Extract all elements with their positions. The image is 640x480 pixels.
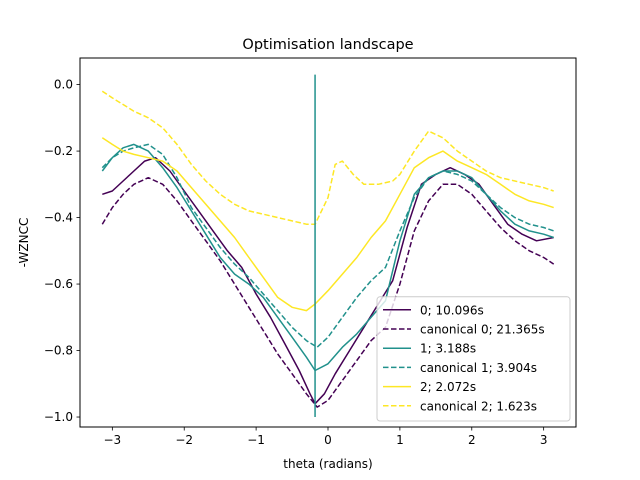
y-tick-label: −1.0 bbox=[44, 410, 73, 424]
legend-label-3: canonical 1; 3.904s bbox=[420, 361, 537, 375]
series-line-5 bbox=[101, 90, 554, 225]
legend-box bbox=[376, 296, 571, 422]
y-tick-label: −0.2 bbox=[44, 144, 73, 158]
x-tick-label: 2 bbox=[468, 433, 476, 447]
plot-area: −3 −2 −1 0 1 2 3 0.0 −0.2 −0.4 −0.6 −0.8 −1.0 bbox=[44, 57, 577, 447]
y-tick-label: −0.6 bbox=[44, 277, 73, 291]
x-axis-label: theta (radians) bbox=[283, 457, 372, 471]
y-tick-label: −0.4 bbox=[44, 211, 73, 225]
legend-label-0: 0; 10.096s bbox=[420, 303, 484, 317]
x-tick-label: 3 bbox=[540, 433, 548, 447]
series-layer bbox=[101, 74, 555, 418]
series-line-4 bbox=[101, 137, 554, 312]
y-axis-label: -WZNCC bbox=[17, 218, 31, 268]
legend-label-5: canonical 2; 1.623s bbox=[420, 399, 537, 413]
x-tick-label: 0 bbox=[324, 433, 332, 447]
x-tick-label: 1 bbox=[396, 433, 404, 447]
x-axis: −3 −2 −1 0 1 2 3 bbox=[103, 427, 547, 447]
series-line-2 bbox=[101, 143, 554, 372]
legend-label-2: 1; 3.188s bbox=[420, 342, 476, 356]
x-tick-label: −3 bbox=[103, 433, 121, 447]
y-tick-label: −0.8 bbox=[44, 344, 73, 358]
legend-label-4: 2; 2.072s bbox=[420, 380, 476, 394]
x-tick-label: −1 bbox=[247, 433, 265, 447]
y-tick-label: 0.0 bbox=[54, 78, 73, 92]
legend-label-1: canonical 0; 21.365s bbox=[420, 323, 545, 337]
y-axis: 0.0 −0.2 −0.4 −0.6 −0.8 −1.0 bbox=[44, 78, 80, 424]
legend: 0; 10.096s canonical 0; 21.365s 1; 3.188s c… bbox=[376, 296, 571, 422]
chart-title: Optimisation landscape bbox=[242, 37, 413, 53]
x-tick-label: −2 bbox=[175, 433, 193, 447]
series-line-1 bbox=[101, 176, 555, 408]
